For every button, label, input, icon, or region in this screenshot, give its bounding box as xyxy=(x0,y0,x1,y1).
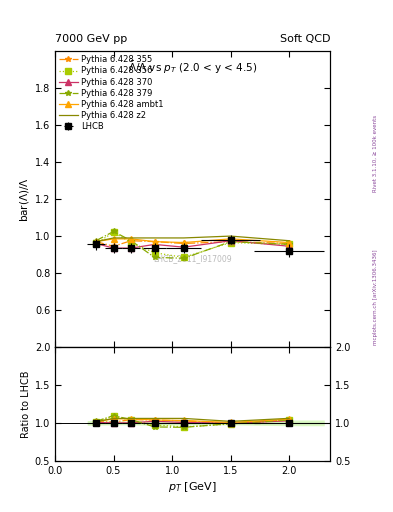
Pythia 6.428 ambt1 xyxy=(111,236,116,242)
Pythia 6.428 370 xyxy=(111,245,116,251)
Line: Pythia 6.428 355: Pythia 6.428 355 xyxy=(93,238,292,249)
Pythia 6.428 355 xyxy=(228,239,233,245)
Text: $\bar{\Lambda}/\Lambda$ vs $p_{T}$ (2.0 < y < 4.5): $\bar{\Lambda}/\Lambda$ vs $p_{T}$ (2.0 … xyxy=(128,60,257,76)
Pythia 6.428 355 xyxy=(111,243,116,249)
Y-axis label: Ratio to LHCB: Ratio to LHCB xyxy=(20,370,31,438)
Pythia 6.428 ambt1 xyxy=(94,239,98,245)
Pythia 6.428 ambt1 xyxy=(129,236,134,242)
Line: Pythia 6.428 z2: Pythia 6.428 z2 xyxy=(96,236,289,242)
Pythia 6.428 z2 xyxy=(111,235,116,241)
Pythia 6.428 379 xyxy=(152,254,157,261)
Pythia 6.428 379 xyxy=(129,238,134,244)
Pythia 6.428 356 xyxy=(94,241,98,247)
Pythia 6.428 370 xyxy=(94,241,98,247)
Pythia 6.428 ambt1 xyxy=(182,240,186,246)
Pythia 6.428 355 xyxy=(129,238,134,244)
Pythia 6.428 356 xyxy=(111,229,116,236)
Pythia 6.428 356 xyxy=(228,240,233,246)
Pythia 6.428 z2 xyxy=(129,235,134,241)
Pythia 6.428 370 xyxy=(152,241,157,247)
Pythia 6.428 379 xyxy=(228,239,233,245)
Text: Rivet 3.1.10, ≥ 100k events: Rivet 3.1.10, ≥ 100k events xyxy=(373,115,378,192)
Pythia 6.428 z2 xyxy=(228,233,233,239)
Text: LHCB_2011_I917009: LHCB_2011_I917009 xyxy=(153,254,232,263)
Line: Pythia 6.428 ambt1: Pythia 6.428 ambt1 xyxy=(93,236,292,245)
Pythia 6.428 370 xyxy=(129,245,134,251)
Pythia 6.428 355 xyxy=(152,239,157,245)
X-axis label: $p_T$ [GeV]: $p_T$ [GeV] xyxy=(168,480,217,494)
Line: Pythia 6.428 379: Pythia 6.428 379 xyxy=(93,229,292,261)
Pythia 6.428 ambt1 xyxy=(228,236,233,242)
Text: Soft QCD: Soft QCD xyxy=(280,33,330,44)
Pythia 6.428 370 xyxy=(182,244,186,250)
Pythia 6.428 ambt1 xyxy=(287,240,292,246)
Pythia 6.428 356 xyxy=(129,240,134,246)
Pythia 6.428 356 xyxy=(182,254,186,261)
Y-axis label: bar($\Lambda$)/$\Lambda$: bar($\Lambda$)/$\Lambda$ xyxy=(18,177,31,222)
Pythia 6.428 355 xyxy=(287,241,292,247)
Pythia 6.428 ambt1 xyxy=(152,239,157,245)
Pythia 6.428 379 xyxy=(182,255,186,261)
Pythia 6.428 355 xyxy=(94,239,98,245)
Text: 7000 GeV pp: 7000 GeV pp xyxy=(55,33,127,44)
Line: Pythia 6.428 356: Pythia 6.428 356 xyxy=(93,229,292,260)
Pythia 6.428 z2 xyxy=(182,235,186,241)
Pythia 6.428 z2 xyxy=(152,235,157,241)
Pythia 6.428 z2 xyxy=(287,238,292,244)
Pythia 6.428 356 xyxy=(287,241,292,247)
Line: Pythia 6.428 370: Pythia 6.428 370 xyxy=(93,238,292,251)
Pythia 6.428 370 xyxy=(287,243,292,249)
Pythia 6.428 379 xyxy=(287,241,292,247)
Pythia 6.428 355 xyxy=(182,241,186,247)
Pythia 6.428 z2 xyxy=(94,239,98,245)
Pythia 6.428 379 xyxy=(94,238,98,244)
Text: mcplots.cern.ch [arXiv:1306.3436]: mcplots.cern.ch [arXiv:1306.3436] xyxy=(373,249,378,345)
Legend: Pythia 6.428 355, Pythia 6.428 356, Pythia 6.428 370, Pythia 6.428 379, Pythia 6: Pythia 6.428 355, Pythia 6.428 356, Pyth… xyxy=(57,54,165,133)
Pythia 6.428 356 xyxy=(152,250,157,256)
Pythia 6.428 379 xyxy=(111,228,116,234)
Pythia 6.428 370 xyxy=(228,238,233,244)
